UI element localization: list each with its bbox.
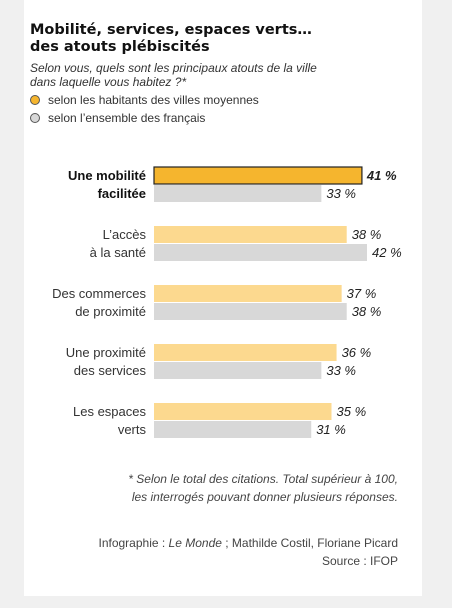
value-label: 41 % [366, 168, 397, 183]
category-label: Des commerces [52, 286, 146, 301]
credits-line: Infographie : Le Monde ; Mathilde Costil… [38, 534, 398, 552]
bar-all-french [154, 244, 367, 261]
category-label: de proximité [75, 304, 146, 319]
value-label: 36 % [342, 345, 372, 360]
value-label: 31 % [316, 422, 346, 437]
bar-all-french [154, 362, 322, 379]
chart-title: Mobilité, services, espaces verts… des a… [30, 22, 410, 56]
footnote-line-2: les interrogés pouvant donner plusieurs … [131, 490, 398, 504]
footnote: * Selon le total des citations. Total su… [38, 470, 398, 506]
question-line-2: dans laquelle vous habitez ?* [30, 75, 187, 89]
value-label: 35 % [337, 404, 367, 419]
legend-label-all-french: selon l’ensemble des français [48, 111, 206, 125]
value-label: 38 % [352, 227, 382, 242]
category-label: Les espaces [73, 404, 146, 419]
bar-residents [154, 226, 347, 243]
footnote-line-1: * Selon le total des citations. Total su… [128, 472, 398, 486]
category-label: verts [118, 422, 147, 437]
survey-question: Selon vous, quels sont les principaux at… [30, 61, 390, 89]
bar-residents [154, 344, 337, 361]
title-line-2: des atouts plébiscités [30, 39, 210, 55]
bar-residents [154, 403, 332, 420]
bar-residents [153, 166, 363, 185]
category-label: L’accès [103, 227, 147, 242]
horizontal-bar-chart: Une mobilité facilitée 41 % 33 % L’accès à la… [52, 166, 402, 438]
category-label: à la santé [90, 245, 146, 260]
value-label: 37 % [347, 286, 377, 301]
bar-all-french [154, 421, 312, 438]
credits: Infographie : Le Monde ; Mathilde Costil… [38, 534, 398, 570]
category-label: facilitée [98, 186, 146, 201]
legend-swatch-all-french [30, 113, 40, 123]
category-label: Une mobilité [68, 168, 146, 183]
category-label: des services [74, 363, 147, 378]
bar-all-french [154, 303, 347, 320]
legend-label-residents: selon les habitants des villes moyennes [48, 93, 259, 107]
category-label: Une proximité [66, 345, 146, 360]
credits-source-name: Le Monde [168, 536, 222, 550]
value-label: 42 % [372, 245, 402, 260]
infographic-card: Mobilité, services, espaces verts… des a… [24, 0, 422, 596]
question-line-1: Selon vous, quels sont les principaux at… [30, 61, 317, 75]
value-label: 33 % [326, 186, 356, 201]
legend-item-all-french: selon l’ensemble des français [30, 111, 205, 125]
bar-residents [154, 285, 342, 302]
legend-swatch-residents [30, 95, 40, 105]
value-label: 33 % [326, 363, 356, 378]
value-label: 38 % [352, 304, 382, 319]
legend-item-residents: selon les habitants des villes moyennes [30, 93, 259, 107]
title-line-1: Mobilité, services, espaces verts… [30, 22, 312, 38]
bar-all-french [154, 185, 322, 202]
credits-prefix: Infographie : [98, 536, 169, 550]
credits-authors: ; Mathilde Costil, Floriane Picard [221, 536, 398, 550]
credits-source: Source : IFOP [321, 554, 398, 568]
